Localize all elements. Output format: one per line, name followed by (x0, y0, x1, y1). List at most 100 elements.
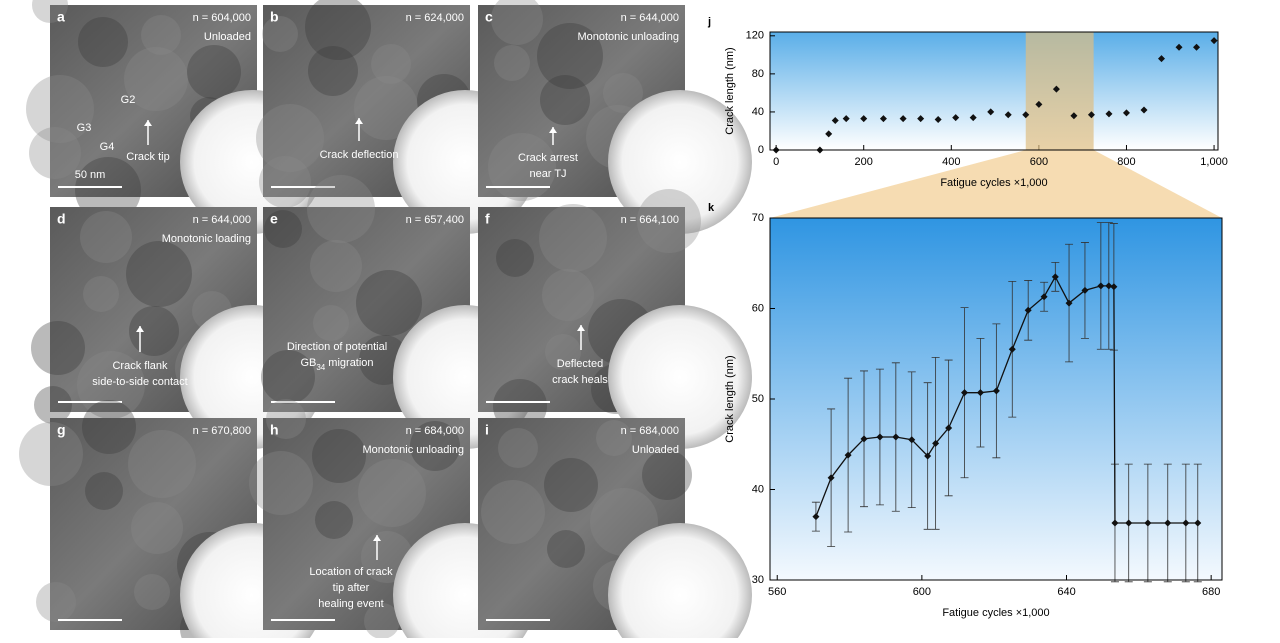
grain (494, 45, 530, 81)
micrograph: e n = 657,400 Direction of potential GB34 m… (261, 175, 537, 449)
data-point (1175, 43, 1183, 51)
micrograph: c n = 644,000 Monotonic unloading Crack arr… (478, 0, 752, 234)
panel-letter: e (270, 211, 278, 227)
cycle-count: n = 644,000 (193, 214, 251, 226)
x-tick-label: 200 (855, 156, 873, 168)
cycle-count: n = 604,000 (193, 12, 251, 24)
annotation: Crack tip (126, 151, 169, 163)
annotation: GB34 migration (300, 357, 373, 372)
grain (29, 127, 81, 179)
grain (124, 47, 188, 111)
micrograph: f n = 664,100 Deflected crack heals (478, 189, 752, 449)
data-point (1070, 112, 1078, 120)
particle (608, 305, 752, 449)
panel-letter: g (57, 422, 66, 438)
grain (256, 104, 324, 172)
micrograph: d n = 644,000 Monotonic loading Crack flank… (31, 207, 324, 449)
annotation: near TJ (529, 168, 566, 180)
panel-letter: f (485, 211, 490, 227)
arrow-head (373, 535, 381, 541)
grain (310, 240, 362, 292)
data-point (992, 387, 1000, 395)
data-point (1065, 299, 1073, 307)
data-point (899, 115, 907, 123)
x-tick-label: 400 (942, 156, 960, 168)
cycle-count: n = 670,800 (193, 425, 251, 437)
grain (307, 175, 375, 243)
data-point (1140, 106, 1148, 114)
grain (354, 76, 418, 140)
data-point (1110, 283, 1118, 291)
y-tick-label: 80 (752, 68, 764, 80)
grain (410, 421, 460, 471)
annotation: side-to-side contact (92, 376, 187, 388)
load-state: Unloaded (632, 444, 679, 456)
cycle-count: n = 624,000 (406, 12, 464, 24)
x-tick-label: 1,000 (1200, 156, 1228, 168)
x-axis-label: Fatigue cycles ×1,000 (942, 607, 1049, 619)
data-point (1087, 111, 1095, 119)
annotation: G2 (121, 94, 136, 106)
x-tick-label: 560 (768, 586, 786, 598)
annotation: Deflected (557, 358, 603, 370)
grain (126, 241, 192, 307)
grain (134, 574, 170, 610)
grain (78, 17, 128, 67)
load-state: Monotonic loading (162, 233, 251, 245)
annotation: G3 (77, 122, 92, 134)
micrograph: g n = 670,800 (19, 400, 324, 643)
grain (85, 472, 123, 510)
arrow-head (549, 127, 557, 133)
data-point (1024, 306, 1032, 314)
data-point (1040, 293, 1048, 301)
data-point (932, 439, 940, 447)
cycle-count: n = 644,000 (621, 12, 679, 24)
grain (364, 603, 400, 639)
annotation: Crack arrest (518, 152, 578, 164)
scale-label: 50 nm (75, 169, 106, 181)
data-point (1052, 85, 1060, 93)
data-point (1051, 273, 1059, 281)
grain (539, 204, 607, 272)
grain (31, 321, 85, 375)
load-state: Unloaded (204, 31, 251, 43)
grain (75, 157, 141, 223)
data-point (1144, 519, 1152, 527)
grain (596, 420, 632, 456)
grain (129, 306, 179, 356)
x-tick-label: 800 (1117, 156, 1135, 168)
y-tick-label: 40 (752, 483, 764, 495)
y-tick-label: 30 (752, 574, 764, 586)
annotation: Crack deflection (320, 149, 399, 161)
grain (313, 305, 349, 341)
data-point (1122, 109, 1130, 117)
grain (305, 0, 371, 60)
grain (496, 239, 534, 277)
data-point (969, 114, 977, 122)
data-point (1210, 37, 1218, 45)
data-point (812, 513, 820, 521)
annotation: healing event (318, 598, 383, 610)
grain (80, 211, 132, 263)
data-point (1105, 282, 1113, 290)
grain (544, 458, 598, 512)
chart-label: k (708, 202, 715, 214)
data-point (952, 114, 960, 122)
grain (498, 428, 538, 468)
particle (608, 523, 752, 643)
data-point (879, 115, 887, 123)
grain (312, 429, 366, 483)
data-point (1022, 111, 1030, 119)
grain (540, 75, 590, 125)
data-point (844, 451, 852, 459)
annotation: crack heals (552, 374, 608, 386)
y-tick-label: 0 (758, 144, 764, 156)
grain (603, 73, 643, 113)
y-tick-label: 120 (746, 30, 764, 42)
x-tick-label: 640 (1057, 586, 1075, 598)
data-point (842, 115, 850, 123)
panel-letter: d (57, 211, 66, 227)
data-point (1193, 43, 1201, 51)
grain (642, 450, 692, 500)
